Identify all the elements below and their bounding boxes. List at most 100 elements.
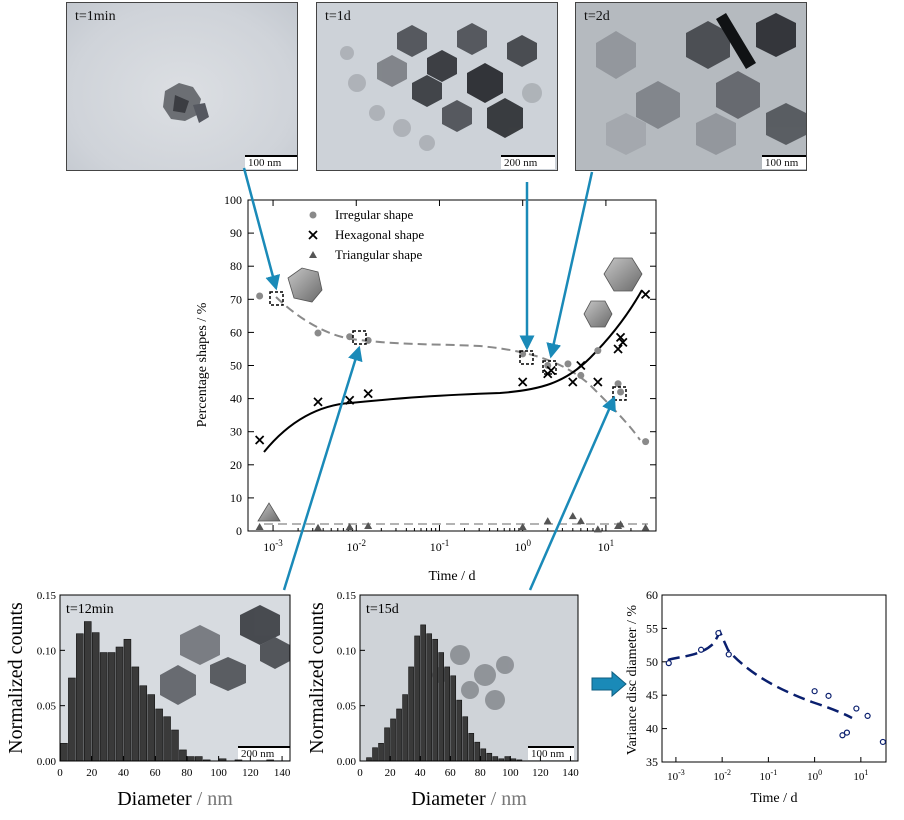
x-tick-label: 100 <box>807 768 822 783</box>
irregular-point <box>617 388 625 396</box>
variance-x-label: Time / d <box>751 791 798 806</box>
scale-bar: 200 nm <box>238 746 290 760</box>
y-tick-label: 100 <box>224 193 242 207</box>
variance-point <box>839 732 846 739</box>
scale-bar: 100 nm <box>528 746 574 760</box>
arrow-t12min <box>282 345 363 591</box>
micrograph-particles <box>163 83 209 123</box>
hexagonal-point <box>518 377 528 387</box>
x-tick-label: 80 <box>181 767 193 779</box>
x-tick-label: 10-1 <box>760 768 778 783</box>
x-tick-label: 80 <box>475 767 487 779</box>
legend-label: Triangular shape <box>335 247 422 262</box>
x-tick-label: 120 <box>532 767 549 779</box>
y-tick-label: 80 <box>230 259 242 273</box>
y-axis-ticks: 0 10 20 30 40 50 60 70 80 90 100 <box>224 193 656 538</box>
hexagonal-point <box>345 395 355 405</box>
micrograph-t1min: t=1min 100 nm <box>66 2 298 171</box>
irregular-point <box>594 347 602 355</box>
y-tick-label: 35 <box>646 755 658 769</box>
micrograph-t2d: t=2d 100 nm <box>575 2 807 171</box>
x-tick-label: 10-1 <box>430 538 450 554</box>
x-tick-label: 40 <box>118 767 130 779</box>
variance-point <box>879 738 887 746</box>
arrow-t15d <box>528 395 616 591</box>
x-tick-label: 100 <box>502 767 519 779</box>
variance-y-label: Variance disc diameter / % <box>625 605 640 755</box>
triangular-point <box>255 523 264 531</box>
variance-point <box>843 729 851 736</box>
hexagonal-point <box>640 289 651 299</box>
y-tick-label: 50 <box>646 655 658 669</box>
variance-point <box>825 692 832 699</box>
x-tick-label: 100 <box>514 538 531 554</box>
variance-point <box>725 651 732 658</box>
x-tick-label: 10-3 <box>263 538 283 554</box>
legend-marker-hexagonal <box>308 230 318 240</box>
y-tick-label: 55 <box>646 621 658 635</box>
y-tick-label: 0.10 <box>337 645 357 657</box>
scale-bar: 200 nm <box>501 155 555 169</box>
triangular-point <box>518 523 527 531</box>
x-tick-label: 60 <box>150 767 162 779</box>
hexagonal-point <box>313 397 323 407</box>
histogram-t15d: 0.00 0.05 0.10 0.15 0 20 40 60 80 100 120 140 Normal… <box>306 590 579 810</box>
irregular-point <box>564 360 572 368</box>
legend-marker-irregular <box>309 211 317 219</box>
x-tick-label: 10-2 <box>713 768 731 783</box>
irregular-point <box>519 350 527 358</box>
variance-fit-curve <box>667 629 853 720</box>
x-tick-label: 60 <box>445 767 457 779</box>
hexagonal-point <box>546 365 556 376</box>
x-tick-label: 0 <box>57 767 63 779</box>
y-tick-label: 0.00 <box>37 756 57 768</box>
triangular-point <box>576 517 585 525</box>
y-tick-label: 10 <box>230 491 242 505</box>
histogram-t12min: 0.00 0.05 0.10 0.15 0 20 40 60 80 100 120 140 Normal… <box>5 590 291 810</box>
histogram-x-label: Diameter / nm <box>411 788 527 810</box>
irregular-shape-icon <box>287 267 323 303</box>
y-tick-label: 90 <box>230 226 242 240</box>
hexagonal-point <box>613 344 623 354</box>
variance-plot-frame <box>661 594 887 763</box>
y-axis-label: Percentage shapes / % <box>195 302 210 427</box>
y-tick-label: 0.15 <box>337 590 357 602</box>
x-axis-ticks: 10-3 10-2 10-1 100 101 <box>263 200 647 554</box>
variance-data-points <box>665 629 887 746</box>
irregular-point <box>314 329 322 337</box>
highlight-boxes <box>269 291 627 401</box>
scale-bar: 100 nm <box>762 155 806 169</box>
hexagonal-fit-curve <box>263 289 643 453</box>
variance-point <box>697 646 705 653</box>
histogram-y-label: Normalized counts <box>306 602 328 754</box>
hexagonal-point <box>363 388 373 399</box>
triangle-shape-icon <box>257 502 281 522</box>
triangular-point <box>364 522 373 530</box>
micrograph-time-label: t=2d <box>584 9 610 24</box>
variance-point <box>715 629 722 637</box>
y-tick-label: 40 <box>646 722 658 736</box>
x-tick-label: 20 <box>385 767 397 779</box>
hexagonal-point <box>568 377 578 387</box>
irregular-fit-curve <box>275 296 641 441</box>
irregular-point <box>577 371 585 379</box>
x-tick-label: 20 <box>86 767 98 779</box>
micrograph-time-label: t=1min <box>75 9 116 24</box>
y-tick-label: 20 <box>230 458 242 472</box>
arrow-right-icon <box>591 670 627 698</box>
x-tick-label: 120 <box>242 767 259 779</box>
micrograph-particles <box>340 23 542 151</box>
x-tick-label: 0 <box>357 767 363 779</box>
variance-point <box>864 712 871 720</box>
hexagonal-point <box>618 337 628 347</box>
hexagonal-point <box>615 332 626 343</box>
variance-point <box>853 705 860 712</box>
variance-x-ticks: 10-3 10-2 10-1 100 101 <box>667 757 868 783</box>
variance-y-ticks: 35 40 45 50 55 60 <box>646 588 667 769</box>
x-tick-label: 40 <box>415 767 427 779</box>
x-tick-label: 100 <box>210 767 227 779</box>
x-axis-label: Time / d <box>429 569 476 584</box>
triangular-point <box>314 523 323 531</box>
hexagonal-point <box>255 435 265 445</box>
